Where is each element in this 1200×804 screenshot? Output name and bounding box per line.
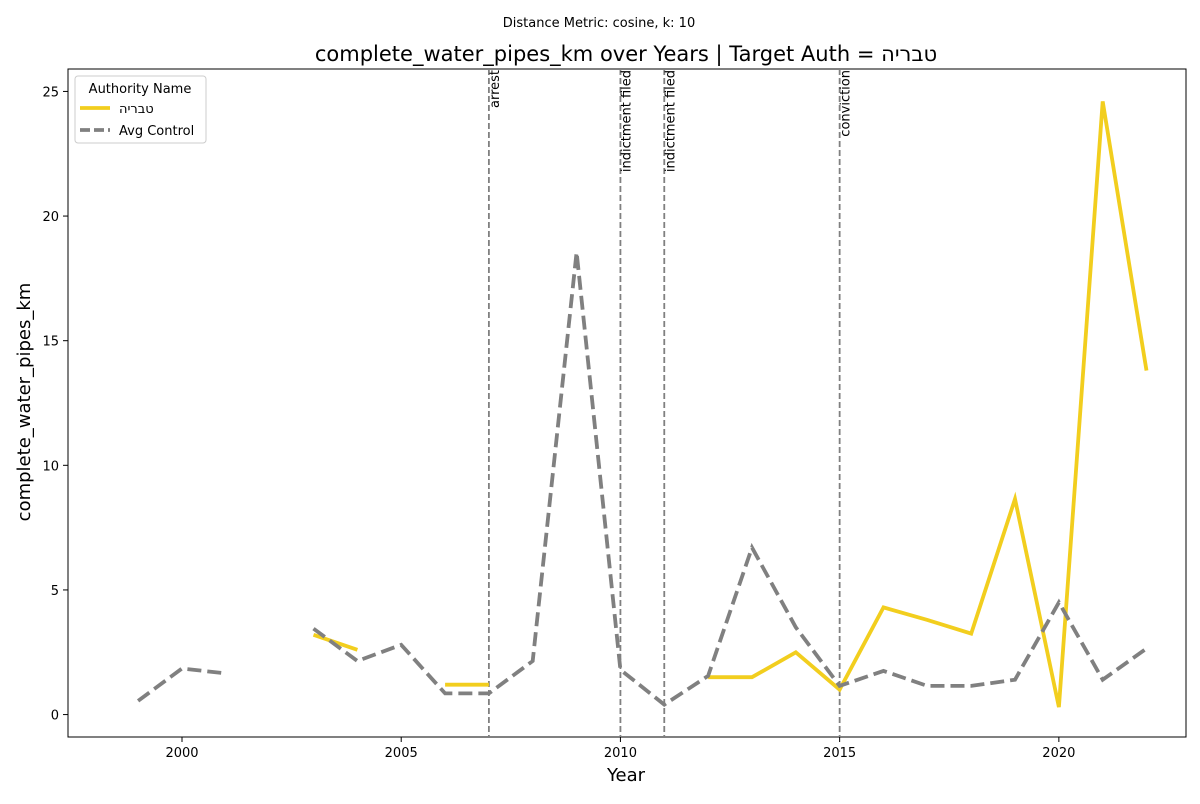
x-tick-label: 2015 [823, 746, 856, 761]
x-axis-label: Year [606, 765, 646, 786]
y-axis-label: complete_water_pipes_km [14, 283, 35, 522]
chart-title: complete_water_pipes_km over Years | Tar… [315, 42, 937, 67]
event-label: conviction [839, 70, 854, 137]
y-tick-label: 15 [42, 335, 59, 350]
y-tick-label: 10 [42, 459, 59, 474]
legend-entry: Avg Control [119, 124, 194, 139]
y-tick-label: 0 [51, 709, 59, 724]
legend-entry: טבריה [119, 102, 154, 117]
chart-suptitle: Distance Metric: cosine, k: 10 [503, 16, 695, 31]
x-tick-label: 2010 [604, 746, 637, 761]
y-tick-label: 25 [42, 85, 59, 100]
legend-title: Authority Name [89, 82, 192, 97]
event-label: arrest [488, 70, 503, 108]
plot-frame [67, 68, 1187, 738]
x-tick-label: 2000 [165, 746, 198, 761]
event-label: indictment filed [663, 70, 678, 172]
x-tick-label: 2005 [385, 746, 418, 761]
event-label: indictment filed [619, 70, 634, 172]
x-tick-label: 2020 [1042, 746, 1075, 761]
series-line-0 [312, 101, 1149, 708]
legend-box [74, 75, 207, 144]
series-line-1 [136, 251, 1148, 707]
y-tick-label: 5 [51, 584, 59, 599]
y-tick-label: 20 [42, 210, 59, 225]
